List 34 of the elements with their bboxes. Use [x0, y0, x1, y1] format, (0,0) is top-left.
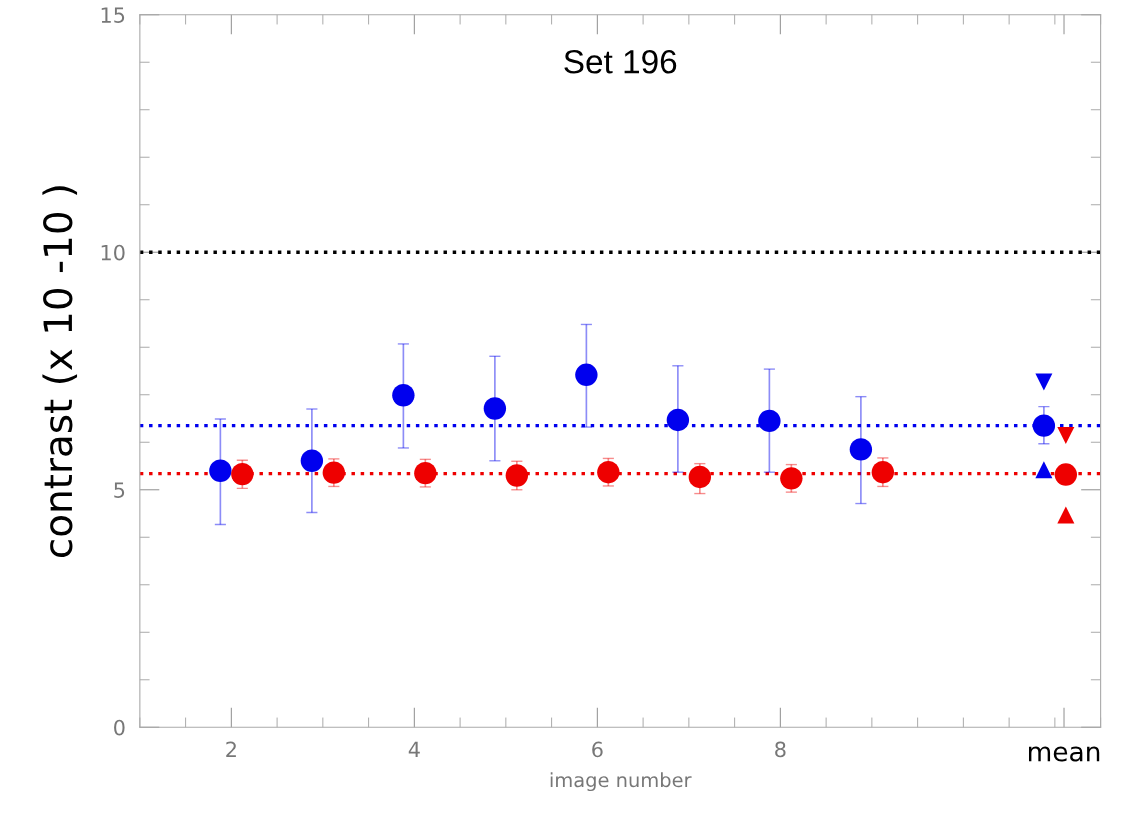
- y-tick-label: 15: [101, 7, 125, 23]
- point: [483, 397, 507, 420]
- point: [666, 408, 690, 432]
- x-tick-label: 8: [775, 741, 786, 758]
- point: [231, 462, 254, 486]
- point: [505, 464, 529, 487]
- x-tick-label: 4: [408, 741, 420, 757]
- y-tick-label: 0: [114, 719, 125, 736]
- point: [688, 465, 712, 489]
- point: [1057, 427, 1075, 445]
- point: [209, 459, 232, 482]
- point: [392, 384, 415, 407]
- x-tick-label: 6: [592, 741, 603, 758]
- point: [849, 438, 873, 461]
- point: [780, 467, 803, 490]
- point: [1035, 373, 1053, 391]
- point: [322, 461, 346, 484]
- x-axis-title: image number: [550, 772, 692, 792]
- point: [575, 363, 598, 386]
- point: [1054, 463, 1078, 486]
- point: [758, 409, 781, 433]
- point: [300, 449, 324, 472]
- y-axis-title: contrast (x 10 -10 ): [42, 186, 78, 557]
- y-tick-label: 5: [114, 482, 125, 498]
- point: [414, 461, 437, 485]
- y-tick-label: 10: [101, 244, 125, 261]
- point: [871, 460, 895, 484]
- text: Set 196: [564, 49, 677, 74]
- point: [597, 460, 620, 484]
- x-tick-label: 2: [226, 741, 236, 757]
- point: [1035, 461, 1053, 479]
- x-tick-label: mean: [1028, 746, 1100, 762]
- point: [1057, 506, 1075, 524]
- point: [1032, 414, 1056, 437]
